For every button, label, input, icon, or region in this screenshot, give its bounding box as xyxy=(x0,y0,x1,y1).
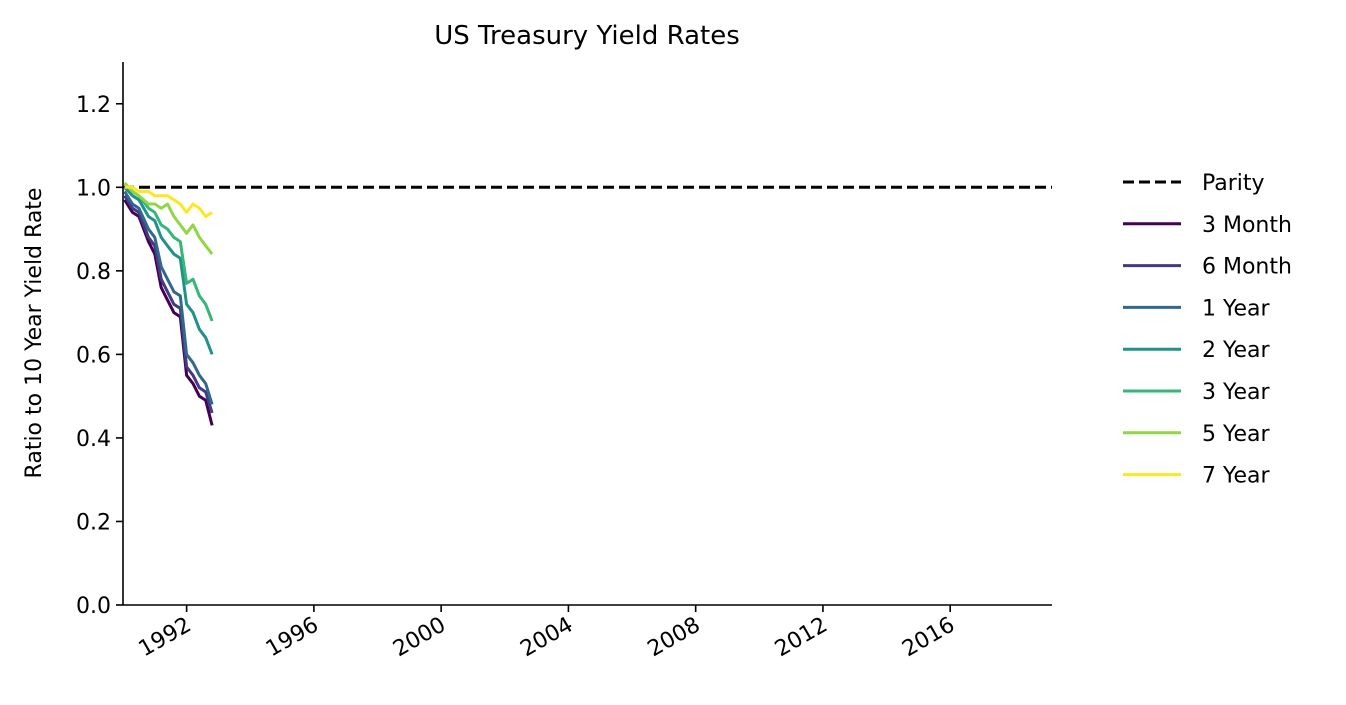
legend-label: 3 Year xyxy=(1202,380,1271,405)
y-tick-label: 1.0 xyxy=(76,176,111,201)
legend-label: 5 Year xyxy=(1202,422,1271,447)
legend-label: 2 Year xyxy=(1202,338,1271,363)
y-tick-label: 0.0 xyxy=(76,594,111,619)
y-tick-label: 0.8 xyxy=(76,260,111,285)
y-tick-label: 1.2 xyxy=(76,93,111,118)
y-tick-label: 0.4 xyxy=(76,427,111,452)
y-axis-label: Ratio to 10 Year Yield Rate xyxy=(22,188,47,479)
x-tick-label: 2012 xyxy=(771,613,832,663)
x-tick-label: 1996 xyxy=(262,613,323,663)
plot-area: 0.0 0.2 0.4 0.6 0.8 1.0 1.2 1992 1996 2000 2004 200… xyxy=(76,62,1052,662)
y-tick-label: 0.6 xyxy=(76,343,111,368)
chart-title: US Treasury Yield Rates xyxy=(434,21,740,51)
x-tick-label: 2016 xyxy=(898,613,959,663)
x-tick-label: 2004 xyxy=(516,613,577,663)
legend-label: 3 Month xyxy=(1202,213,1292,238)
y-tick-label: 0.2 xyxy=(76,510,111,535)
legend-label: Parity xyxy=(1202,171,1265,196)
x-tick-label: 2008 xyxy=(644,613,705,663)
x-tick-label: 1992 xyxy=(135,613,196,663)
series-line-1 xyxy=(123,194,214,414)
legend-label: 1 Year xyxy=(1202,296,1271,321)
legend-label: 7 Year xyxy=(1202,464,1271,489)
legend-label: 6 Month xyxy=(1202,255,1292,280)
series-line-5 xyxy=(123,182,214,256)
legend: Parity 3 Month 6 Month 1 Year 2 Year 3 Year 5 … xyxy=(1123,171,1292,489)
x-tick-label: 2000 xyxy=(389,613,450,663)
series-line-2 xyxy=(123,190,214,405)
series-line-6 xyxy=(124,185,213,218)
series-line-3 xyxy=(123,186,214,355)
